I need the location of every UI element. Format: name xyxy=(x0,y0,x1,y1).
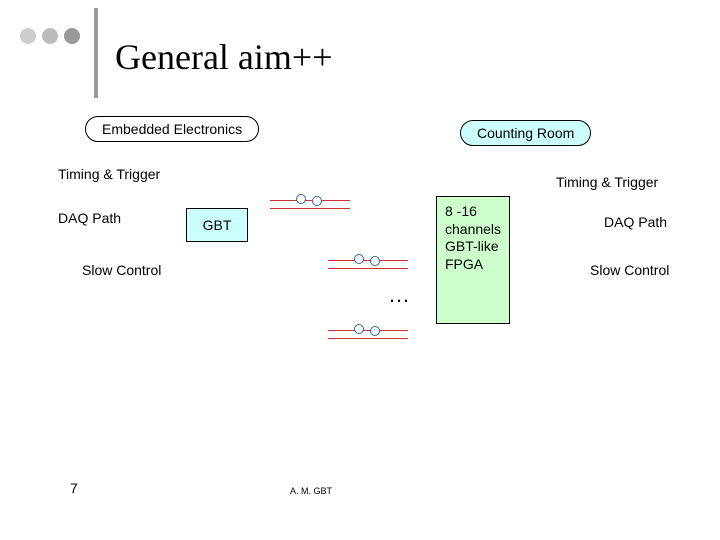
chip-counting-room: Counting Room xyxy=(460,120,591,146)
fpga-line-3: GBT-like xyxy=(445,238,501,256)
chip-embedded-electronics-label: Embedded Electronics xyxy=(102,121,242,137)
label-timing-trigger-right: Timing & Trigger xyxy=(556,174,658,190)
gbt-box-label: GBT xyxy=(203,217,232,233)
gbt-box: GBT xyxy=(186,208,248,242)
dot-2 xyxy=(42,28,58,44)
fpga-line-1: 8 -16 xyxy=(445,203,501,221)
link-group xyxy=(328,330,408,344)
link-group xyxy=(328,260,408,274)
page-number: 7 xyxy=(70,480,78,496)
header-divider xyxy=(94,8,98,98)
link-group xyxy=(270,200,350,214)
chip-embedded-electronics: Embedded Electronics xyxy=(85,116,259,142)
header xyxy=(20,28,100,44)
dot-1 xyxy=(20,28,36,44)
dot-3 xyxy=(64,28,80,44)
fpga-line-2: channels xyxy=(445,221,501,239)
fpga-line-4: FPGA xyxy=(445,256,501,274)
label-timing-trigger-left: Timing & Trigger xyxy=(58,166,160,182)
ellipsis: … xyxy=(388,282,410,308)
label-slow-control-right: Slow Control xyxy=(590,262,669,278)
header-dots xyxy=(20,28,80,44)
fpga-box: 8 -16 channels GBT-like FPGA xyxy=(436,196,510,324)
page-title: General aim++ xyxy=(115,36,333,78)
chip-counting-room-label: Counting Room xyxy=(477,125,574,141)
label-daq-path-right: DAQ Path xyxy=(604,214,667,230)
footer-credit: A. M. GBT xyxy=(290,486,332,496)
label-slow-control-left: Slow Control xyxy=(82,262,161,278)
label-daq-path-left: DAQ Path xyxy=(58,210,121,226)
